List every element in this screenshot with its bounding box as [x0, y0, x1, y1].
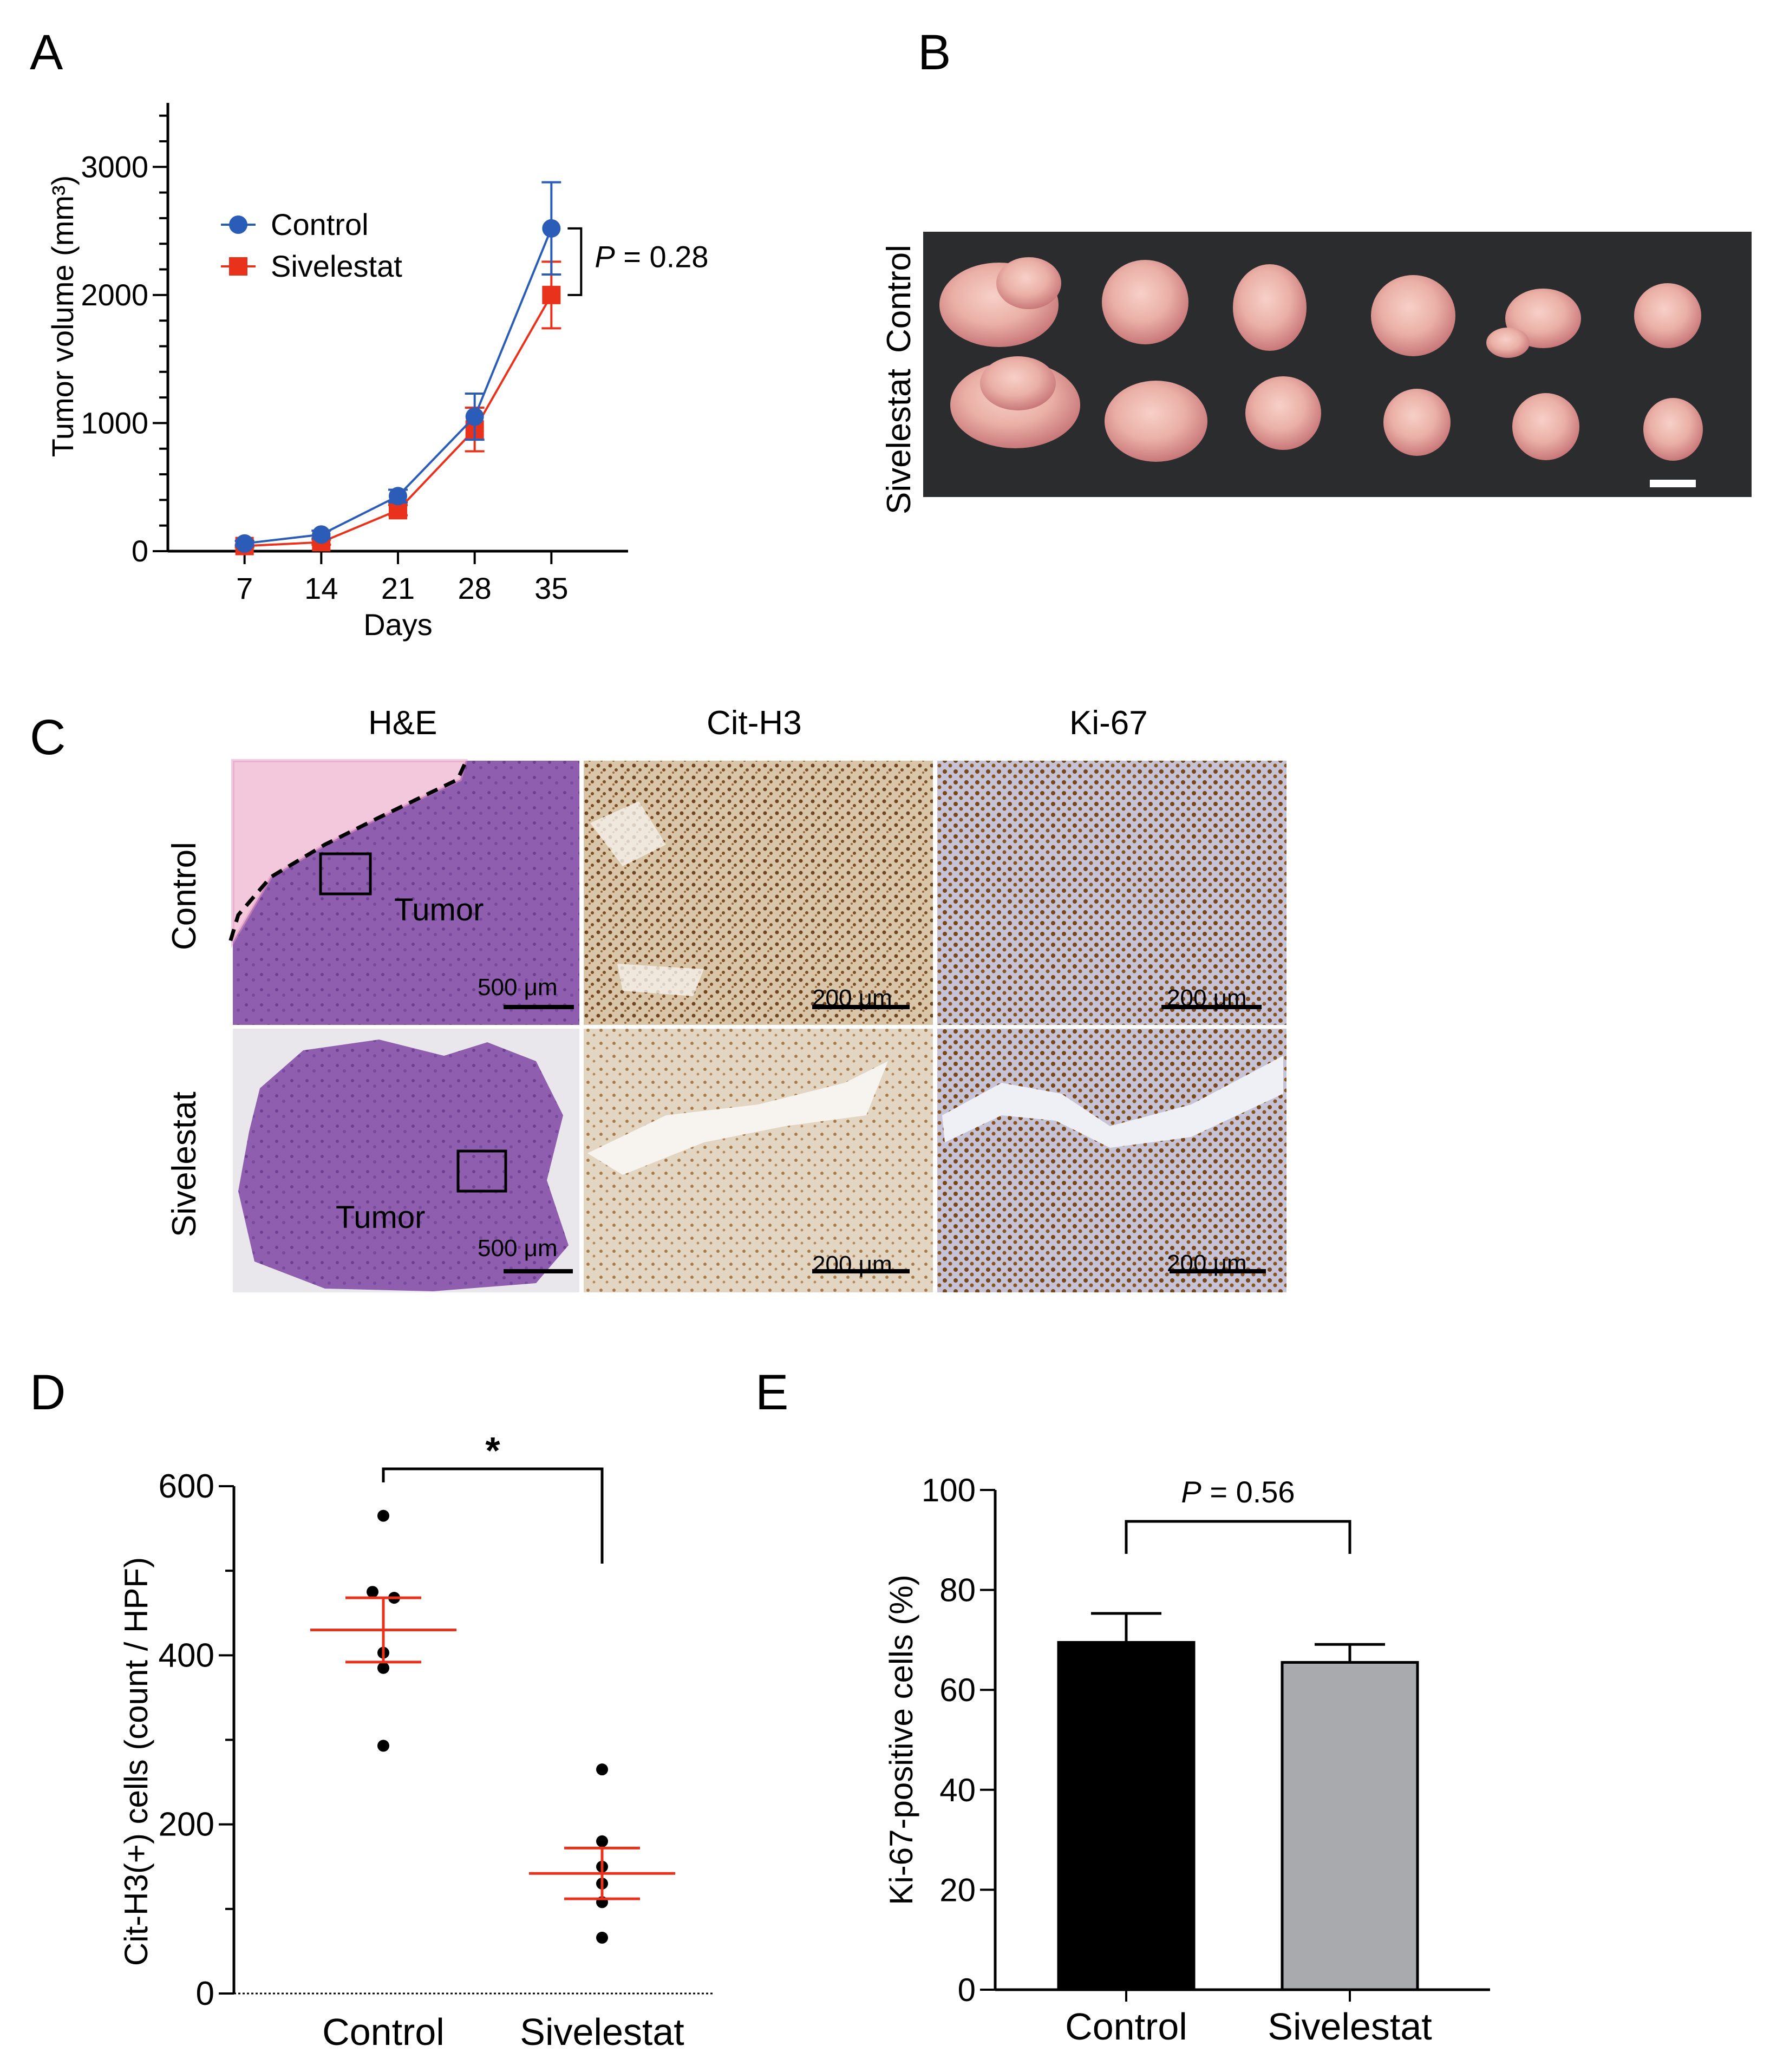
x-axis-label: Days [363, 607, 433, 642]
x-tick-label: 21 [381, 571, 415, 605]
panel-letter-b: B [918, 25, 951, 80]
legend-marker [229, 215, 247, 234]
y-tick-label: 3000 [81, 149, 148, 184]
y-axis-label: Tumor volume (mm³) [45, 175, 80, 457]
inset-box-sivelestat [456, 1149, 507, 1193]
y-tick-label: 80 [939, 1572, 976, 1609]
data-point-control [377, 1740, 389, 1752]
x-tick-label: 7 [236, 571, 253, 605]
panel-letter-e: E [755, 1365, 789, 1420]
point-control [542, 219, 561, 238]
x-category-label-control: Control [322, 2011, 445, 2053]
panel-letter-a: A [30, 25, 63, 80]
y-tick-label: 0 [132, 534, 148, 568]
cith3-sivelestat-image [584, 1029, 933, 1292]
bar-control [1057, 1641, 1196, 1991]
cith3-control-image [584, 761, 933, 1025]
he-control-image [228, 759, 579, 1025]
data-point-sivelestat [596, 1763, 608, 1776]
y-tick-label: 0 [196, 1975, 214, 2012]
p-value-annotation: P = 0.56 [1181, 1475, 1295, 1509]
y-tick-label: 200 [159, 1806, 214, 1844]
bar-sivelestat [1281, 1661, 1419, 1991]
scalebar-label-cith3-sivelestat: 200 μm [812, 1251, 892, 1278]
y-axis-label: Ki-67-positive cells (%) [883, 1574, 919, 1905]
scalebar-label-ki67-sivelestat: 200 μm [1167, 1250, 1247, 1277]
data-point-control [377, 1662, 389, 1674]
x-category-label-sivelestat: Sivelestat [520, 2011, 684, 2053]
point-control [312, 525, 331, 544]
y-tick-label: 400 [159, 1637, 214, 1674]
inset-box-control [319, 852, 372, 896]
panel-letter-c: C [30, 710, 66, 765]
y-tick-label: 60 [939, 1672, 976, 1708]
data-point-sivelestat [596, 1931, 608, 1944]
y-tick-label: 40 [939, 1772, 976, 1808]
col-header-ki67: Ki-67 [1069, 704, 1148, 742]
scalebar-label-he-control: 500 μm [478, 974, 558, 1001]
scalebar-label-cith3-control: 200 μm [812, 985, 892, 1011]
ki67-sivelestat-image [937, 1029, 1286, 1292]
col-header-cith3: Cit-H3 [707, 704, 802, 742]
data-point-sivelestat [596, 1835, 608, 1847]
ki67-control-image [937, 761, 1286, 1025]
point-control [235, 534, 254, 553]
y-tick-label: 2000 [81, 278, 148, 312]
y-axis-label: Cit-H3(+) cells (count / HPF) [118, 1557, 154, 1966]
data-point-control [367, 1586, 378, 1598]
point-sivelestat [542, 285, 561, 304]
scalebar-label-he-sivelestat: 500 μm [478, 1235, 558, 1261]
tumor-row-sivelestat [950, 356, 1703, 462]
point-control [465, 407, 484, 426]
significance-bracket [567, 227, 583, 296]
legend-label: Sivelestat [271, 249, 402, 283]
point-control [389, 487, 407, 506]
scale-bar [1650, 480, 1696, 487]
he-sivelestat-image [233, 1029, 579, 1292]
legend-label: Control [271, 207, 369, 241]
significance-star: * [485, 1429, 500, 1472]
panel-letter-d: D [30, 1365, 66, 1420]
y-tick-label: 0 [958, 1972, 976, 2008]
x-tick-label: 28 [458, 571, 492, 605]
p-value-annotation: P = 0.28 [595, 239, 708, 273]
significance-bracket [1125, 1520, 1351, 1554]
tumor-row-control [939, 257, 1701, 358]
y-tick-label: 600 [159, 1468, 214, 1505]
x-tick-label: 35 [534, 571, 568, 605]
x-category-label-sivelestat: Sivelestat [1268, 2005, 1432, 2048]
y-tick-label: 100 [922, 1472, 976, 1508]
col-header-he: H&E [368, 704, 437, 742]
tumor-label-control: Tumor [394, 892, 484, 927]
data-point-control [377, 1509, 389, 1522]
tumor-label-sivelestat: Tumor [336, 1200, 425, 1235]
tumor-photo [923, 232, 1752, 497]
y-tick-label: 20 [939, 1872, 976, 1908]
x-category-label-control: Control [1065, 2005, 1187, 2048]
y-tick-label: 1000 [81, 406, 148, 440]
scalebar-label-ki67-control: 200 μm [1167, 985, 1247, 1011]
significance-bracket [382, 1467, 604, 1564]
legend-marker [229, 257, 247, 276]
x-tick-label: 14 [304, 571, 338, 605]
